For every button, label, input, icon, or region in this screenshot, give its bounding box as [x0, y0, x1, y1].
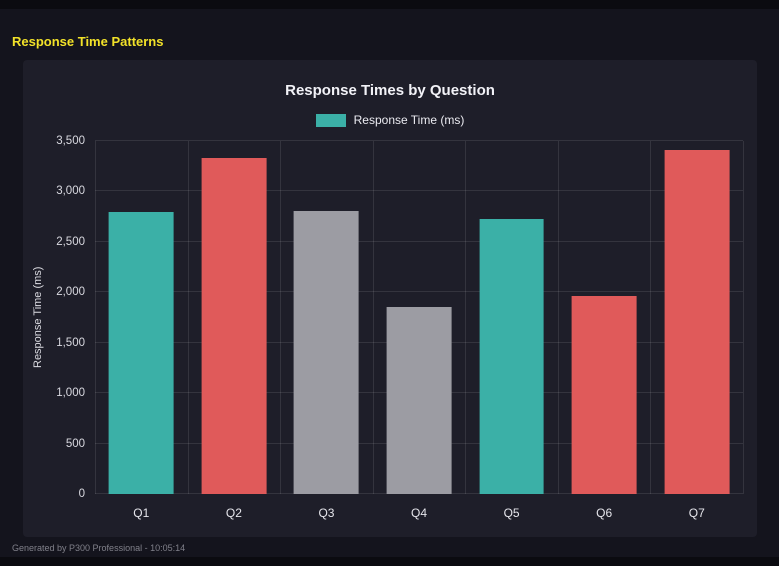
legend-swatch: [315, 113, 346, 127]
gridline-vertical: [557, 141, 559, 494]
y-tick-label: 0: [78, 488, 85, 500]
x-axis-label-q6: Q6: [596, 506, 613, 520]
gridline-vertical: [372, 141, 374, 494]
gridline-horizontal: [95, 291, 743, 293]
bar-q4[interactable]: [386, 307, 452, 494]
y-axis-title: Response Time (ms): [32, 266, 44, 369]
gridline-horizontal: [95, 140, 743, 141]
gridline-vertical: [743, 141, 744, 494]
x-axis-label-q5: Q5: [503, 506, 520, 520]
window-top-edge: [0, 0, 779, 9]
x-axis-labels: Q1 Q2 Q3 Q4 Q5 Q6 Q7: [95, 506, 743, 520]
footer-note: Generated by P300 Professional - 10:05:1…: [12, 543, 186, 553]
y-tick-label: 2,500: [56, 235, 85, 248]
y-tick-label: 3,500: [56, 135, 85, 147]
bar-q5[interactable]: [479, 218, 544, 494]
chart-legend[interactable]: Response Time (ms): [23, 113, 757, 127]
y-tick-label: 3,000: [56, 185, 85, 198]
bar-q7[interactable]: [664, 150, 730, 494]
x-axis-label-q3: Q3: [318, 506, 335, 520]
x-axis-label-q4: Q4: [411, 506, 428, 520]
chart-body: Response Time (ms) 0 500 1,000 1,500 2,000 2,…: [23, 135, 757, 520]
legend-label: Response Time (ms): [353, 113, 465, 127]
y-tick-label: 2,000: [56, 286, 85, 299]
page-title: Response Time Patterns: [12, 34, 164, 49]
bar-q1[interactable]: [108, 211, 174, 494]
chart-panel: Response Times by Question Response Time…: [23, 60, 757, 537]
x-axis-label-q2: Q2: [225, 506, 242, 520]
plot-area: 0 500 1,000 1,500 2,000 2,500 3,000 3,500: [56, 135, 744, 500]
gridline-vertical: [280, 141, 282, 494]
window-bottom-edge: [0, 557, 779, 566]
plot-region: 0 500 1,000 1,500 2,000 2,500 3,000 3,500 Q1 Q2 Q…: [47, 135, 744, 520]
gridline-horizontal: [95, 190, 743, 192]
gridline-horizontal: [95, 240, 743, 242]
y-tick-label: 500: [65, 437, 85, 450]
bar-q2[interactable]: [201, 158, 267, 494]
y-tick-label: 1,000: [56, 387, 85, 400]
bar-q6[interactable]: [571, 296, 637, 494]
gridline-vertical: [650, 141, 652, 494]
y-tick-label: 1,500: [56, 336, 85, 349]
gridline-vertical: [187, 141, 189, 494]
chart-title: Response Times by Question: [285, 82, 495, 99]
gridline-vertical: [465, 141, 467, 494]
x-axis-label-q1: Q1: [133, 506, 150, 520]
bar-q3[interactable]: [294, 210, 359, 494]
gridline-vertical: [95, 141, 96, 494]
x-axis-label-q7: Q7: [688, 506, 705, 520]
